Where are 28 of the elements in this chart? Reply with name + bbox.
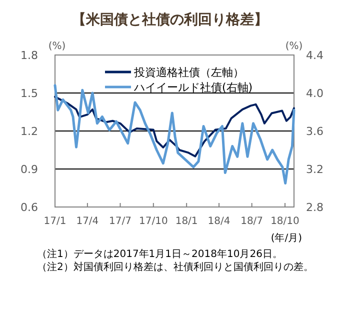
y-tick-label: 0.9: [20, 163, 38, 176]
x-tick-label: 18/7: [240, 216, 264, 227]
x-tick-label: 18/1: [175, 216, 198, 227]
chart-title: 【米国債と社債の利回り格差】: [72, 12, 268, 28]
text: （注1）データは2017年1月1日～2018年10月26日。: [37, 248, 282, 260]
y-tick-label: 1.5: [20, 87, 38, 100]
text: （注2）対国債利回り格差は、社債利回りと国債利回りの差。: [37, 261, 314, 273]
y2-tick-label: 2.8: [306, 201, 324, 214]
y-tick-label: 1.8: [20, 49, 38, 62]
x-tick-label: 18/4: [208, 216, 230, 227]
line-series: [54, 96, 295, 158]
x-tick-label: 17/10: [139, 216, 168, 227]
y2-tick-label: 3.6: [306, 125, 324, 138]
y2-axis-title: (%): [285, 41, 303, 52]
x-tick-label: 17/4: [76, 216, 99, 227]
y-axis-title: (%): [48, 41, 66, 52]
line-series: [54, 84, 296, 184]
legend-label: ハイイールド社債(右軸): [133, 81, 253, 94]
y2-tick-label: 3.2: [306, 163, 324, 176]
y2-tick-label: 4.0: [306, 87, 324, 100]
x-tick-label: 17/1: [44, 216, 66, 227]
y2-tick-label: 4.4: [306, 49, 324, 62]
x-tick-label: 17/7: [109, 216, 132, 227]
y-tick-label: 0.6: [20, 201, 38, 214]
y-tick-label: 1.2: [20, 125, 38, 138]
x-axis-title: (年/月): [270, 232, 302, 244]
legend-label: 投資適格社債（左軸）: [133, 66, 244, 79]
x-tick-label: 18/10: [270, 216, 300, 227]
